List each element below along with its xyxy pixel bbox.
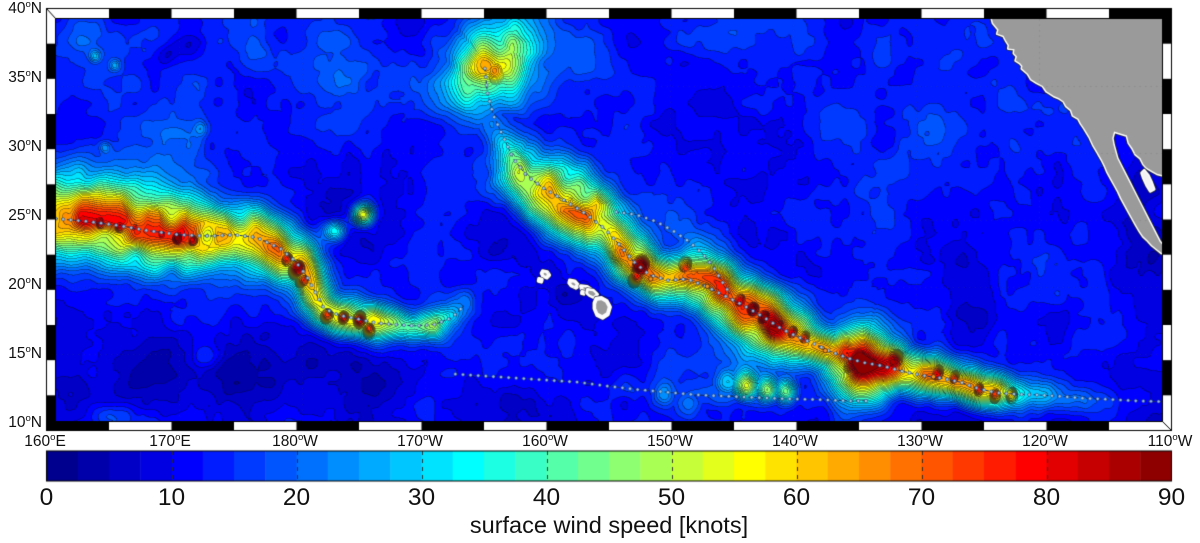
colorbar-tick-70: 70 bbox=[907, 484, 936, 511]
x-tick-label-160E: 160oE bbox=[24, 431, 66, 450]
x-tick-label-130W: 130oW bbox=[897, 431, 943, 450]
y-tick-label-30N: 30oN bbox=[8, 136, 42, 155]
x-tick-label-160W: 160oW bbox=[522, 431, 568, 450]
y-tick-label-15N: 15oN bbox=[8, 343, 42, 362]
x-tick-label-150W: 150oW bbox=[647, 431, 693, 450]
x-tick-label-120W: 120oW bbox=[1022, 431, 1068, 450]
colorbar-tick-60: 60 bbox=[782, 484, 811, 511]
colorbar-tick-10: 10 bbox=[157, 484, 186, 511]
y-tick-label-35N: 35oN bbox=[8, 67, 42, 86]
colorbar-tick-80: 80 bbox=[1032, 484, 1061, 511]
x-tick-label-170E: 170oE bbox=[149, 431, 191, 450]
colorbar-tick-0: 0 bbox=[39, 484, 54, 511]
colorbar-title: surface wind speed [knots] bbox=[469, 512, 749, 538]
colorbar-tick-90: 90 bbox=[1157, 484, 1186, 511]
x-tick-label-110W: 110oW bbox=[1147, 431, 1193, 450]
y-tick-label-20N: 20oN bbox=[8, 274, 42, 293]
y-tick-label-25N: 25oN bbox=[8, 205, 42, 224]
colorbar-tick-40: 40 bbox=[532, 484, 561, 511]
colorbar-tick-50: 50 bbox=[657, 484, 686, 511]
y-tick-label-10N: 10oN bbox=[8, 412, 42, 431]
x-tick-label-180W: 180oW bbox=[272, 431, 318, 450]
x-tick-label-170W: 170oW bbox=[397, 431, 443, 450]
x-tick-label-140W: 140oW bbox=[772, 431, 818, 450]
y-tick-label-40N: 40oN bbox=[8, 0, 42, 17]
colorbar-tick-30: 30 bbox=[407, 484, 436, 511]
colorbar-tick-20: 20 bbox=[282, 484, 311, 511]
